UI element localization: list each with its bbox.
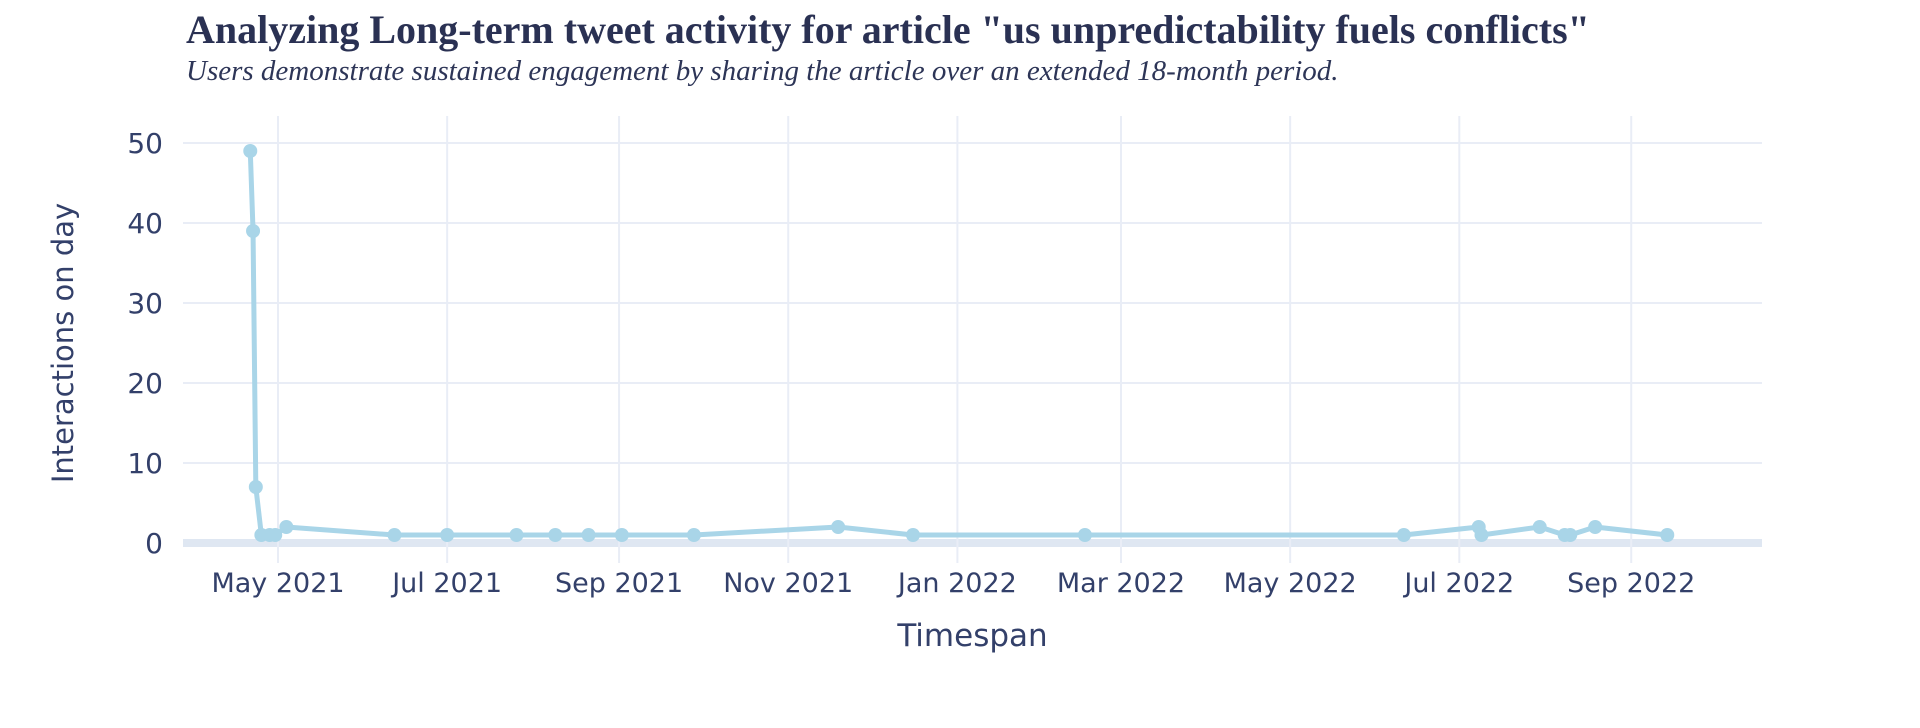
- x-gridline: [956, 116, 959, 563]
- data-point: [248, 480, 263, 494]
- x-tick-label: May 2021: [211, 568, 344, 599]
- x-tick-label: Mar 2022: [1057, 568, 1185, 599]
- y-gridline: [183, 462, 1762, 464]
- chart-subtitle: Users demonstrate sustained engagement b…: [186, 55, 1339, 87]
- y-gridline: [183, 382, 1762, 384]
- y-tick-label: 50: [127, 127, 163, 160]
- data-point: [906, 528, 921, 542]
- y-gridline: [183, 142, 1762, 144]
- data-point: [1474, 528, 1489, 542]
- chart-title: Analyzing Long-term tweet activity for a…: [186, 7, 1590, 52]
- data-point: [686, 528, 701, 542]
- data-point: [268, 528, 283, 542]
- zero-gridline: [183, 539, 1762, 547]
- x-tick-label: Nov 2021: [723, 568, 853, 599]
- data-point: [548, 528, 563, 542]
- y-tick-label: 0: [145, 527, 163, 560]
- x-tick-label: Jul 2021: [390, 568, 502, 599]
- y-tick-label: 20: [127, 367, 163, 400]
- x-tick-label: Jan 2022: [896, 568, 1017, 599]
- data-point: [387, 528, 402, 542]
- data-point: [1563, 528, 1578, 542]
- data-point: [1660, 528, 1675, 542]
- x-tick-label: Jul 2022: [1402, 568, 1514, 599]
- y-tick-label: 10: [127, 447, 163, 480]
- data-point: [440, 528, 455, 542]
- data-point: [1532, 520, 1547, 534]
- data-point: [243, 144, 258, 158]
- x-gridline: [1458, 116, 1461, 563]
- data-line: [247, 148, 1670, 538]
- x-gridline: [1630, 116, 1633, 563]
- data-point: [614, 528, 629, 542]
- data-point: [246, 224, 261, 238]
- data-point: [1396, 528, 1411, 542]
- x-gridline: [1119, 116, 1122, 563]
- x-gridline: [1289, 116, 1292, 563]
- x-gridline: [618, 116, 621, 563]
- x-tick-label: Sep 2022: [1567, 568, 1695, 599]
- data-point: [1588, 520, 1603, 534]
- data-point: [1077, 528, 1092, 542]
- x-tick-label: Sep 2021: [555, 568, 683, 599]
- x-tick-label: May 2022: [1224, 568, 1357, 599]
- x-gridline: [787, 116, 790, 563]
- y-gridline: [183, 302, 1762, 304]
- y-axis-title-text: Interactions on day: [46, 202, 80, 484]
- x-gridline: [277, 116, 279, 563]
- y-tick-label: 30: [127, 287, 163, 320]
- x-axis-title: Timespan: [897, 618, 1048, 654]
- y-gridline: [183, 222, 1762, 224]
- data-point: [581, 528, 596, 542]
- y-tick-label: 40: [127, 207, 163, 240]
- data-point: [831, 520, 846, 534]
- data-point: [509, 528, 524, 542]
- x-gridline: [446, 116, 449, 563]
- data-point: [279, 520, 294, 534]
